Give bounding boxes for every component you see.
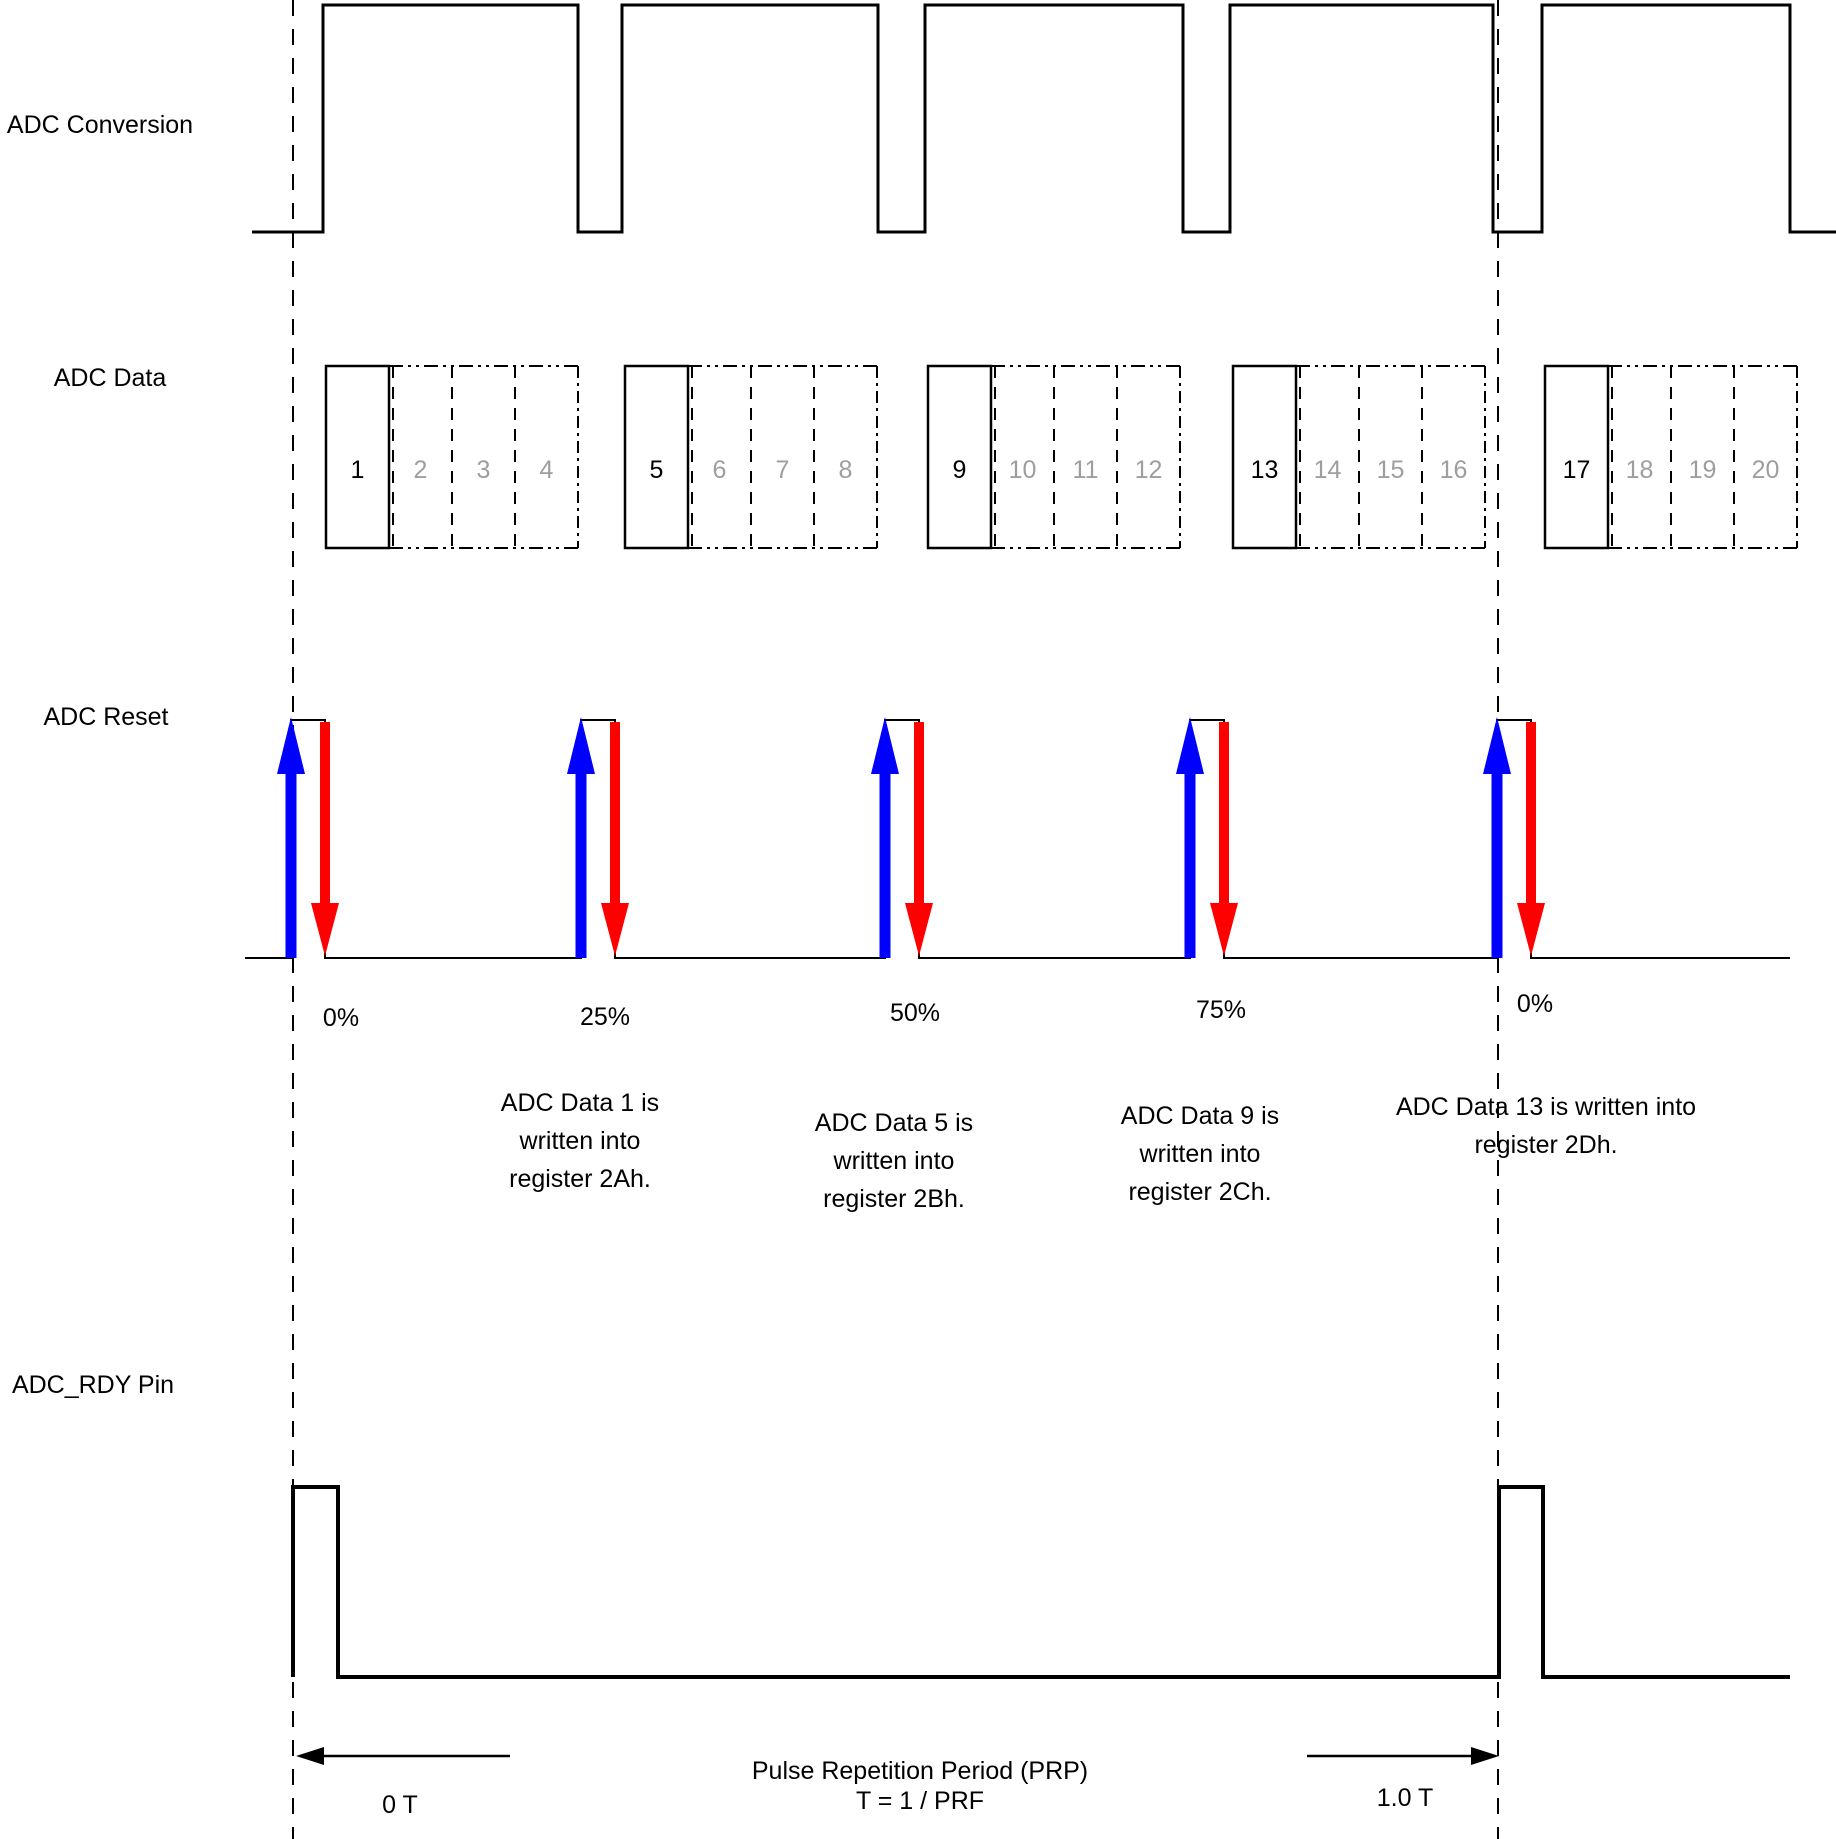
blue-up-arrow-shaft <box>285 772 297 958</box>
blue-up-arrow-head <box>871 717 899 774</box>
dimension-label-1-0t: 1.0 T <box>1377 1784 1434 1812</box>
adc-reset-waveform <box>245 719 1790 959</box>
dimension-label-0t: 0 T <box>382 1791 418 1819</box>
data-cell-number: 3 <box>477 456 491 484</box>
red-down-arrow-shaft <box>1526 722 1536 903</box>
adc-data-group-2: 5 6 7 8 <box>623 364 878 550</box>
annotation-line: register 2Bh. <box>823 1185 965 1213</box>
data-cell-number: 11 <box>1073 456 1099 484</box>
data-cell-number: 8 <box>839 456 853 484</box>
annotation-line: ADC Data 1 is <box>501 1089 659 1117</box>
annotation-line: register 2Ah. <box>509 1165 651 1193</box>
blue-up-arrow-shaft <box>575 772 587 958</box>
blue-up-arrow-shaft <box>1184 772 1196 958</box>
data-cell-number: 17 <box>1563 456 1591 484</box>
red-down-arrow-shaft <box>320 722 330 903</box>
labels-layer: ADC Conversion ADC Data ADC Reset ADC_RD… <box>7 111 1696 1819</box>
annotation-line: ADC Data 5 is <box>815 1109 973 1137</box>
red-down-arrow-head <box>1517 903 1545 956</box>
blue-up-arrow-head <box>1483 717 1511 774</box>
reference-lines-layer <box>292 0 1499 1839</box>
data-cell-number: 5 <box>650 456 664 484</box>
data-box-solid-cell <box>1543 364 1610 550</box>
annotation-line: ADC Data 9 is <box>1121 1102 1279 1130</box>
data-cell-number: 16 <box>1440 456 1468 484</box>
adc-reset-pulse-4 <box>1176 717 1238 958</box>
data-cell-number: 2 <box>414 456 428 484</box>
annotation-line: written into <box>833 1147 955 1175</box>
data-box-solid-cell <box>1231 364 1298 550</box>
data-cell-number: 4 <box>540 456 554 484</box>
dimension-arrowhead-left <box>296 1747 324 1765</box>
adc-conversion-waveform <box>252 3 1836 234</box>
annotation-line: register 2Dh. <box>1474 1131 1617 1159</box>
percent-label: 0% <box>1517 990 1553 1018</box>
dimension-label-prf: T = 1 / PRF <box>856 1787 984 1815</box>
row-label-adc-reset: ADC Reset <box>43 703 168 731</box>
adc-reset-pulse-1 <box>277 717 339 958</box>
percent-label: 75% <box>1196 996 1246 1024</box>
percent-label: 0% <box>323 1004 359 1032</box>
red-down-arrow-head <box>905 903 933 956</box>
data-box-solid-cell <box>324 364 391 550</box>
data-cell-number: 13 <box>1251 456 1279 484</box>
annotation-line: written into <box>1139 1140 1261 1168</box>
data-cell-number: 7 <box>776 456 790 484</box>
waveforms-layer: 1 2 3 4 5 6 7 8 9 10 11 12 13 14 15 16 17 18 19 20 <box>245 3 1836 1765</box>
adc-reset-pulse-3 <box>871 717 933 958</box>
data-cell-number: 20 <box>1752 456 1780 484</box>
blue-up-arrow-head <box>1176 717 1204 774</box>
adc-data-group-4: 13 14 15 16 <box>1231 364 1486 550</box>
percent-label: 25% <box>580 1003 630 1031</box>
annotation-block-4: ADC Data 13 is written into register 2Dh. <box>1396 1093 1696 1159</box>
data-cell-number: 12 <box>1135 456 1163 484</box>
adc-reset-pulse-5 <box>1483 717 1545 958</box>
annotation-block-3: ADC Data 9 is written into register 2Ch. <box>1121 1102 1279 1206</box>
data-cell-number: 19 <box>1689 456 1717 484</box>
red-down-arrow-shaft <box>610 722 620 903</box>
red-down-arrow-head <box>311 903 339 956</box>
data-cell-number: 10 <box>1009 456 1037 484</box>
data-cell-number: 9 <box>953 456 967 484</box>
adc-rdy-waveform <box>291 1485 1790 1679</box>
data-cell-number: 18 <box>1626 456 1654 484</box>
red-down-arrow-head <box>1210 903 1238 956</box>
blue-up-arrow-head <box>567 717 595 774</box>
dimension-label-prp: Pulse Repetition Period (PRP) <box>752 1757 1088 1785</box>
annotation-block-2: ADC Data 5 is written into register 2Bh. <box>815 1109 973 1213</box>
annotation-block-1: ADC Data 1 is written into register 2Ah. <box>501 1089 659 1193</box>
red-down-arrow-head <box>601 903 629 956</box>
data-cell-number: 14 <box>1314 456 1342 484</box>
annotation-line: register 2Ch. <box>1128 1178 1271 1206</box>
blue-up-arrow-shaft <box>1491 772 1503 958</box>
blue-up-arrow-shaft <box>879 772 891 958</box>
dimension-arrowhead-right <box>1471 1747 1499 1765</box>
adc-reset-pulse-2 <box>567 717 629 958</box>
data-cell-number: 15 <box>1377 456 1405 484</box>
data-cell-number: 1 <box>351 456 365 484</box>
red-down-arrow-shaft <box>914 722 924 903</box>
row-label-adc-conversion: ADC Conversion <box>7 111 193 139</box>
data-box-solid-cell <box>926 364 993 550</box>
adc-data-group-1: 1 2 3 4 <box>324 364 579 550</box>
percent-label: 50% <box>890 999 940 1027</box>
data-box-solid-cell <box>623 364 690 550</box>
row-label-adc-data: ADC Data <box>54 364 167 392</box>
annotation-line: ADC Data 13 is written into <box>1396 1093 1696 1121</box>
data-cell-number: 6 <box>713 456 727 484</box>
red-down-arrow-shaft <box>1219 722 1229 903</box>
adc-data-group-5: 17 18 19 20 <box>1543 364 1798 550</box>
adc-data-group-3: 9 10 11 12 <box>926 364 1181 550</box>
blue-up-arrow-head <box>277 717 305 774</box>
annotation-line: written into <box>519 1127 641 1155</box>
row-label-adc-rdy-pin: ADC_RDY Pin <box>12 1371 174 1399</box>
